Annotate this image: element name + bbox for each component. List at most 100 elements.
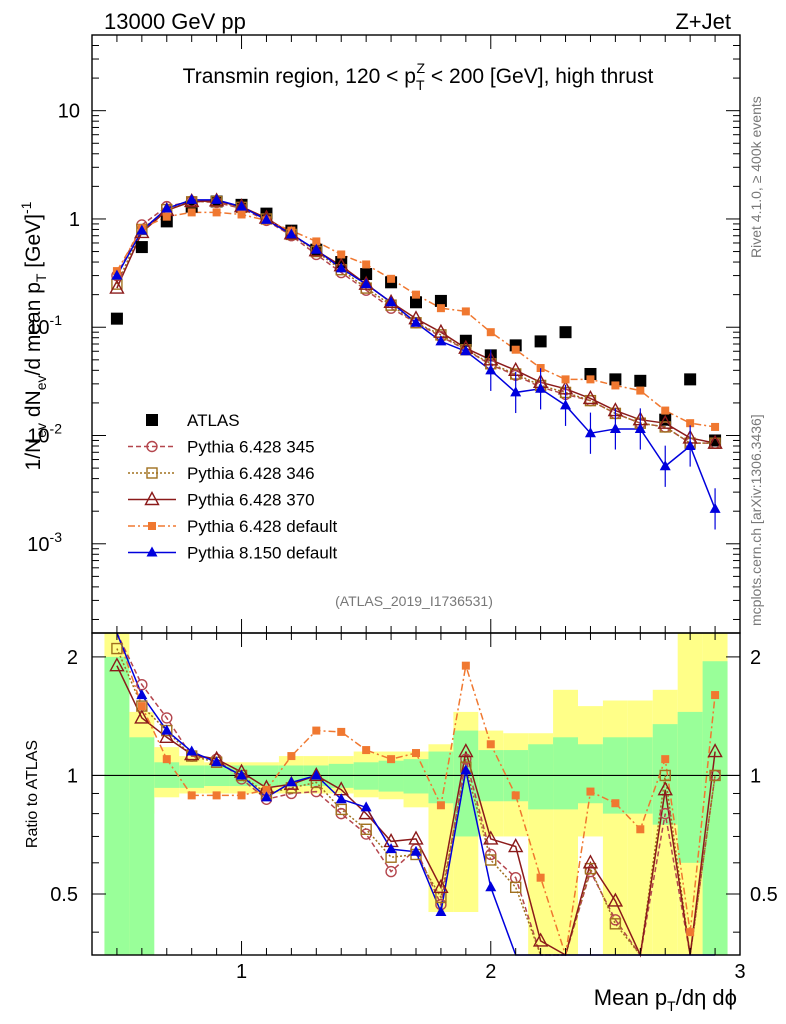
point-pythia-8-150-default	[460, 345, 472, 356]
ratio-point-pythia-6-428-default	[436, 801, 445, 810]
ratio-point-pythia-6-428-346	[360, 823, 372, 835]
legend-marker	[148, 522, 156, 530]
band-green-bin	[677, 711, 703, 863]
ratio-point-pythia-8-150-default	[211, 756, 223, 767]
point-pythia-8-150-default	[435, 335, 447, 346]
ratio-point-pythia-8-150-default	[236, 769, 248, 780]
band-green-bin	[528, 744, 554, 810]
point-pythia-6-428-default	[511, 345, 520, 354]
ratio-point-pythia-8-150-default	[410, 845, 422, 856]
ratio-point-pythia-6-428-default	[312, 726, 321, 735]
ratio-point-pythia-6-428-370	[607, 892, 624, 907]
ratio-tick-label: 0.5	[750, 884, 778, 906]
ratio-point-pythia-6-428-default	[686, 928, 695, 937]
ratio-point-pythia-6-428-346	[335, 803, 347, 816]
point-atlas	[410, 296, 422, 309]
y-axis-label: 1/Nev dNev/d mean pT [GeV]-1	[18, 201, 49, 470]
band-green-bin	[378, 760, 404, 792]
point-pythia-6-428-default	[187, 208, 196, 217]
point-pythia-8-150-default	[410, 316, 422, 327]
ratio-tick-label: 2	[750, 647, 761, 669]
ratio-point-pythia-8-150-default	[310, 769, 322, 780]
header-left: 13000 GeV pp	[104, 9, 246, 34]
ratio-point-pythia-6-428-346	[111, 642, 123, 655]
ratio-point-pythia-6-428-default	[162, 755, 171, 764]
legend: ATLAS Pythia 6.428 345 Pythia 6.428 346 Pyt…	[128, 411, 338, 563]
point-atlas	[110, 312, 123, 325]
band-green-bin	[652, 724, 678, 825]
point-pythia-6-428-370	[707, 434, 723, 449]
ratio-point-pythia-8-150-default	[136, 689, 148, 700]
legend-marker	[146, 546, 158, 557]
ratio-point-pythia-6-428-370	[408, 830, 424, 845]
x-tick-label: 2	[485, 961, 496, 983]
ratio-point-pythia-6-428-default	[661, 755, 670, 764]
ratio-point-pythia-6-428-370	[134, 709, 150, 724]
ratio-point-pythia-6-428-default	[636, 825, 645, 834]
band-green-bin	[702, 661, 728, 955]
point-atlas	[360, 268, 373, 281]
ratio-point-pythia-6-428-default	[212, 791, 221, 800]
data-markers	[109, 192, 723, 947]
y-tick-label: 10	[58, 101, 80, 123]
point-pythia-6-428-default	[362, 260, 371, 269]
point-pythia-8-150-default	[236, 200, 248, 211]
point-pythia-8-150-default	[385, 296, 397, 307]
ratio-point-pythia-6-428-default	[287, 752, 296, 761]
ratio-point-pythia-6-428-345	[385, 865, 397, 878]
legend-label: Pythia 6.428 370	[187, 491, 315, 510]
band-green-bin	[104, 656, 130, 955]
ratio-point-pythia-6-428-370	[433, 878, 449, 893]
ratio-point-pythia-6-428-346	[385, 851, 397, 863]
ratio-point-pythia-6-428-345	[310, 785, 323, 798]
point-atlas	[559, 326, 572, 339]
ratio-tick-label: 2	[67, 647, 78, 669]
ratio-point-pythia-8-150-default	[285, 776, 297, 787]
band-green-bin	[179, 765, 205, 788]
point-pythia-6-428-default	[312, 237, 321, 246]
ratio-point-pythia-6-428-370	[358, 805, 374, 820]
point-pythia-8-150-default	[335, 262, 347, 273]
ratio-point-pythia-6-428-default	[362, 746, 371, 755]
legend-label: Pythia 8.150 default	[187, 544, 338, 563]
x-tick-label: 1	[236, 961, 247, 983]
point-atlas	[534, 335, 547, 348]
x-tick-label: 3	[734, 961, 745, 983]
ratio-point-pythia-6-428-default	[486, 740, 495, 749]
analysis-id: (ATLAS_2019_I1736531)	[335, 593, 493, 609]
ratio-tick-label: 0.5	[50, 884, 78, 906]
point-pythia-6-428-default	[611, 381, 620, 390]
point-pythia-6-428-370	[657, 414, 673, 429]
header-right: Z+Jet	[675, 9, 731, 34]
y-tick-label: 10-2	[27, 421, 62, 448]
ratio-point-pythia-6-428-default	[412, 749, 420, 758]
y-tick-label: 1	[69, 209, 80, 231]
point-pythia-6-428-default	[212, 208, 221, 217]
ratio-point-pythia-8-150-default	[161, 724, 173, 735]
ratio-point-pythia-6-428-345	[335, 807, 347, 820]
band-green-bin	[129, 737, 155, 955]
legend-marker	[146, 414, 158, 426]
ratio-point-pythia-6-428-346	[609, 918, 622, 930]
point-pythia-6-428-370	[358, 275, 374, 290]
ratio-point-pythia-6-428-370	[458, 743, 474, 758]
point-pythia-8-150-default	[161, 202, 173, 213]
ratio-tick-label: 1	[750, 765, 761, 787]
band-yellow-bin	[553, 689, 578, 955]
point-atlas	[634, 374, 647, 387]
ratio-point-pythia-6-428-370	[308, 766, 324, 782]
ratio-point-pythia-6-428-346	[584, 862, 597, 875]
point-pythia-6-428-default	[661, 406, 670, 415]
legend-marker	[146, 467, 158, 479]
y-tick-label: 10-3	[27, 529, 62, 556]
point-pythia-6-428-default	[586, 375, 595, 384]
legend-marker	[144, 491, 160, 506]
ratio-point-pythia-6-428-default	[536, 873, 545, 882]
x-axis-label: Mean pT/dη dϕ	[594, 985, 737, 1014]
legend-label: Pythia 6.428 345	[187, 438, 315, 457]
ratio-point-pythia-6-428-default	[511, 791, 520, 800]
legend-marker	[146, 440, 158, 453]
ratio-point-pythia-6-428-370	[508, 838, 524, 853]
ratio-point-pythia-8-150-default	[460, 764, 472, 775]
point-pythia-8-150-default	[310, 243, 322, 254]
